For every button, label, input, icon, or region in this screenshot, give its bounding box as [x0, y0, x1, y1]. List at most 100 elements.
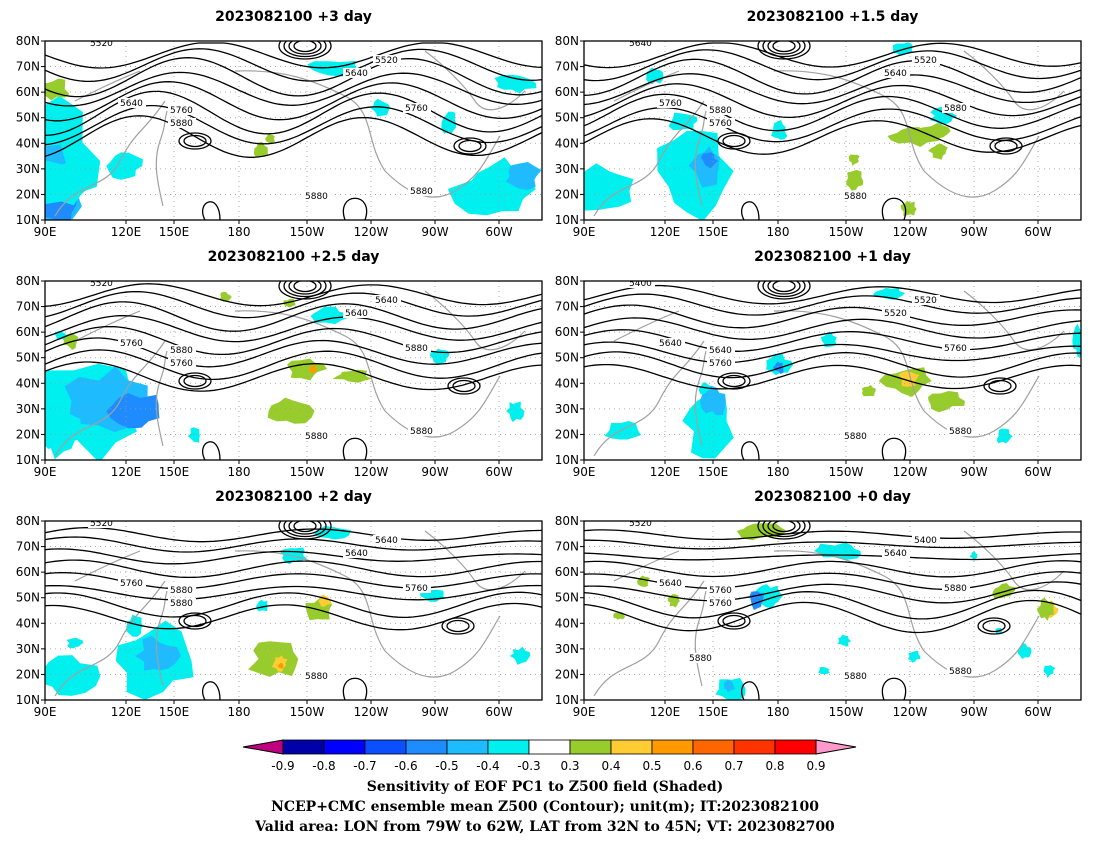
lon-tick-label: 150E	[159, 705, 190, 719]
lon-tick-label: 90E	[573, 225, 596, 239]
contour-label: 5640	[659, 339, 682, 349]
lon-tick-label: 60W	[1024, 465, 1051, 479]
contour-label: 5640	[345, 69, 368, 79]
colorbar-tick-label: -0.4	[476, 759, 499, 773]
lat-tick-label: 40N	[555, 616, 579, 630]
colorbar-swatch	[528, 739, 571, 755]
lon-tick-label: 150W	[290, 705, 325, 719]
contour-label: 5760	[120, 339, 143, 349]
lon-tick-label: 150E	[159, 225, 190, 239]
contour-label: 5640	[659, 579, 682, 589]
lat-tick-label: 10N	[16, 213, 40, 227]
colorbar-swatch	[692, 739, 735, 755]
colorbar-swatch	[610, 739, 653, 755]
lat-tick-label: 50N	[16, 111, 40, 125]
contour-label: 5880	[170, 599, 193, 609]
lat-tick-label: 80N	[555, 34, 579, 48]
contour-label: 5640	[709, 346, 732, 356]
contour-label: 5880	[949, 667, 972, 677]
contour-label: 5880	[410, 187, 433, 197]
lon-tick-label: 120W	[893, 225, 928, 239]
lon-tick-label: 180	[767, 465, 790, 479]
contour-label: 5880	[170, 119, 193, 129]
coastlines	[593, 290, 1065, 457]
lon-tick-label: 90W	[421, 465, 448, 479]
lat-tick-label: 50N	[16, 351, 40, 365]
colorbar: -0.9 -0.8 -0.7 -0.6 -0.5 -0.4 -0.3 0.3 0.4 0.5 0.6…	[242, 739, 857, 773]
map-panel: 5520 5640 5640 5760 5880 5760 5880 5880 5880 2023…	[16, 249, 543, 479]
contour-label: 5760	[405, 104, 428, 114]
colorbar-tick-label: -0.6	[394, 759, 417, 773]
map-frame	[583, 280, 1082, 461]
lon-tick-label: 60W	[1024, 705, 1051, 719]
lon-tick-label: 150W	[290, 225, 325, 239]
lon-tick-label: 120E	[650, 705, 681, 719]
contour-label: 5640	[375, 536, 398, 546]
lon-tick-label: 90W	[421, 225, 448, 239]
contour-label: 5880	[305, 432, 328, 442]
lat-tick-label: 70N	[16, 300, 40, 314]
colorbar-low-extend	[242, 739, 284, 755]
lat-tick-label: 70N	[16, 60, 40, 74]
contour-label: 5520	[884, 309, 907, 319]
lon-tick-label: 90W	[421, 705, 448, 719]
lon-tick-label: 60W	[485, 225, 512, 239]
lat-tick-label: 50N	[555, 351, 579, 365]
contour-label: 5520	[375, 56, 398, 66]
lon-tick-label: 150W	[290, 465, 325, 479]
lat-tick-label: 20N	[555, 187, 579, 201]
map-panel: 5520 5640 5400 5640 5760 5760 5880 5880 5880 5880…	[555, 489, 1082, 719]
panel-title: 2023082100 +0 day	[754, 489, 911, 505]
panel-title: 2023082100 +1 day	[754, 249, 911, 265]
lon-tick-label: 180	[228, 225, 251, 239]
lat-tick-label: 10N	[16, 453, 40, 467]
contour-label: 5880	[405, 344, 428, 354]
lat-tick-label: 30N	[16, 642, 40, 656]
lon-tick-label: 180	[767, 705, 790, 719]
contour-label: 5760	[170, 106, 193, 116]
contour-label: 5880	[844, 192, 867, 202]
z500-contours	[584, 281, 1081, 460]
lat-tick-label: 70N	[555, 540, 579, 554]
colorbar-swatch	[405, 739, 448, 755]
z500-contours	[584, 521, 1081, 700]
map-frame	[44, 280, 543, 461]
lon-tick-label: 150E	[698, 465, 729, 479]
contour-label: 5760	[709, 586, 732, 596]
colorbar-tick-label: 0.4	[601, 759, 620, 773]
lat-tick-label: 50N	[555, 111, 579, 125]
lat-tick-label: 70N	[555, 60, 579, 74]
contour-label: 5880	[170, 346, 193, 356]
contour-label: 5520	[629, 519, 652, 529]
lon-tick-label: 90E	[573, 705, 596, 719]
caption-line1: Sensitivity of EOF PC1 to Z500 field (Sh…	[367, 779, 723, 795]
lon-tick-label: 120W	[354, 225, 389, 239]
lon-tick-label: 180	[228, 465, 251, 479]
contour-label: 5880	[305, 672, 328, 682]
contour-label: 5760	[170, 359, 193, 369]
z500-contours	[584, 41, 1081, 220]
lat-tick-label: 40N	[16, 376, 40, 390]
lat-tick-label: 80N	[555, 514, 579, 528]
lon-tick-label: 120E	[111, 225, 142, 239]
lat-tick-label: 60N	[16, 85, 40, 99]
graticule	[45, 521, 542, 700]
colorbar-tick-label: -0.9	[271, 759, 294, 773]
colorbar-tick-label: 0.9	[806, 759, 825, 773]
lon-tick-label: 150W	[829, 705, 864, 719]
colorbar-swatch	[774, 739, 817, 755]
contour-label: 5760	[709, 599, 732, 609]
lon-tick-label: 120W	[893, 705, 928, 719]
contour-label: 5640	[345, 549, 368, 559]
map-frame	[44, 40, 543, 221]
lon-tick-label: 120W	[354, 465, 389, 479]
lat-tick-label: 30N	[555, 402, 579, 416]
lat-tick-label: 20N	[16, 667, 40, 681]
lat-tick-label: 20N	[555, 667, 579, 681]
colorbar-swatch	[651, 739, 694, 755]
lat-tick-label: 30N	[16, 402, 40, 416]
lat-tick-label: 50N	[16, 591, 40, 605]
contour-label: 5400	[914, 536, 937, 546]
contour-label: 5760	[405, 584, 428, 594]
